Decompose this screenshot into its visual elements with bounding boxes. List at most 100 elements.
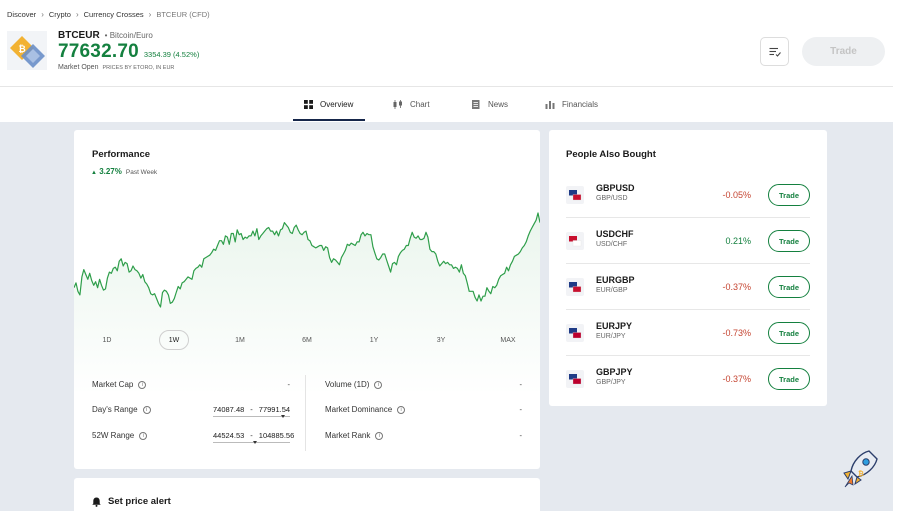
svg-text:₿: ₿ [858, 470, 864, 478]
list-item[interactable]: GBPUSD GBP/USD -0.05% Trade [566, 172, 810, 218]
trade-button[interactable]: Trade [768, 368, 810, 390]
info-icon[interactable]: i [138, 380, 147, 389]
uk-us-flag-icon [566, 186, 584, 204]
chevron-right-icon: › [148, 10, 152, 19]
days-range-value: 74087.48-77991.54 [213, 405, 291, 414]
tab-label: Financials [562, 99, 599, 109]
candlestick-icon [393, 99, 403, 109]
52w-range-label: 52W Range i [92, 431, 148, 440]
range-3y[interactable]: 3Y [436, 336, 446, 344]
watchlist-button[interactable] [760, 37, 789, 66]
market-cap-label: Market Cap i [92, 380, 147, 389]
breadcrumb-discover[interactable]: Discover [7, 10, 37, 19]
time-range-selector: 1D 1W 1M 6M 1Y 3Y MAX [74, 330, 540, 350]
info-icon[interactable]: i [139, 431, 148, 440]
market-dominance-label: Market Dominance i [325, 405, 406, 414]
days-range-bar [213, 416, 290, 417]
info-icon[interactable]: i [374, 380, 383, 389]
info-icon[interactable]: i [375, 431, 384, 440]
performance-title: Performance [92, 149, 151, 160]
watchlist-icon [769, 47, 781, 57]
price-provider: PRICES BY ETORO, IN EUR [102, 65, 175, 71]
instrument-change: -0.05% [722, 190, 751, 200]
instrument-symbol: EURJPY [596, 321, 633, 331]
svg-text:₿: ₿ [18, 44, 25, 55]
performance-change: ▲ 3.27% Past Week [91, 167, 157, 176]
breadcrumb-currency-crosses[interactable]: Currency Crosses [83, 10, 144, 19]
instrument-description: EUR/JPY [596, 333, 626, 340]
range-1w[interactable]: 1W [159, 330, 189, 350]
instrument-description: EUR/GBP [596, 287, 628, 294]
instrument-description: • Bitcoin/Euro [104, 31, 153, 40]
52w-range-bar [213, 442, 290, 443]
tab-financials[interactable]: Financials [545, 87, 598, 121]
52w-range-marker [252, 441, 257, 444]
tab-bar: Overview Chart News Financials [0, 86, 893, 122]
chevron-right-icon: › [41, 10, 44, 19]
tab-chart[interactable]: Chart [393, 87, 430, 121]
list-item[interactable]: GBPJPY GBP/JPY -0.37% Trade [566, 356, 810, 402]
trade-button[interactable]: Trade [768, 276, 810, 298]
instrument-price: 77632.70 [58, 41, 139, 62]
list-item[interactable]: EURGBP EUR/GBP -0.37% Trade [566, 264, 810, 310]
info-icon[interactable]: i [142, 405, 151, 414]
instrument-description: GBP/JPY [596, 379, 626, 386]
breadcrumb-crypto[interactable]: Crypto [48, 10, 71, 19]
range-1y[interactable]: 1Y [369, 336, 379, 344]
instrument-change: -0.73% [722, 328, 751, 338]
range-6m[interactable]: 6M [302, 336, 312, 344]
trade-button[interactable]: Trade [768, 184, 810, 206]
performance-line-chart[interactable] [74, 205, 540, 395]
tab-overview[interactable]: Overview [304, 87, 353, 121]
tab-label: News [488, 99, 509, 109]
instrument-header: Discover › Crypto › Currency Crosses › B… [0, 0, 893, 86]
eu-japan-flag-icon [566, 324, 584, 342]
range-max[interactable]: MAX [500, 336, 516, 344]
instrument-change: -0.37% [722, 374, 751, 384]
tab-news[interactable]: News [472, 87, 508, 121]
instrument-description: GBP/USD [596, 195, 628, 202]
instrument-symbol: USDCHF [596, 229, 634, 239]
bitcoin-euro-logo: ₿ [7, 31, 47, 70]
trade-button[interactable]: Trade [768, 230, 810, 252]
range-1m[interactable]: 1M [235, 336, 245, 344]
uk-japan-flag-icon [566, 370, 584, 388]
market-status: Market Open [58, 64, 99, 71]
rocket-icon[interactable]: ₿ [839, 449, 879, 491]
instrument-symbol: EURGBP [596, 275, 635, 285]
performance-change-value: ▲ 3.27% [91, 167, 122, 176]
trade-button[interactable]: Trade [768, 322, 810, 344]
info-icon[interactable]: i [397, 405, 406, 414]
grid-icon [304, 99, 313, 109]
instrument-change: 3354.39 (4.52%) [143, 50, 200, 59]
market-cap-value: - [287, 380, 291, 389]
us-swiss-flag-icon [566, 232, 584, 250]
days-range-label: Day's Range i [92, 405, 151, 414]
bar-chart-icon [545, 100, 555, 109]
52w-range-value: 44524.53-104885.56 [213, 431, 295, 440]
instrument-symbol: GBPJPY [596, 367, 633, 377]
instrument-symbol: BTCEUR [58, 30, 100, 41]
volume-value: - [519, 380, 523, 389]
set-price-alert[interactable]: Set price alert [92, 496, 171, 507]
performance-area-fill [74, 213, 540, 395]
market-rank-label: Market Rank i [325, 431, 384, 440]
market-rank-value: - [519, 431, 523, 440]
trade-button[interactable]: Trade [802, 37, 885, 66]
performance-card: Performance ▲ 3.27% Past Week 1D 1W 1M 6M 1Y… [74, 130, 540, 469]
list-item[interactable]: USDCHF USD/CHF 0.21% Trade [566, 218, 810, 264]
instrument-change: 0.21% [725, 236, 751, 246]
days-range-marker [280, 415, 285, 418]
performance-period: Past Week [125, 169, 158, 176]
breadcrumb: Discover › Crypto › Currency Crosses › B… [7, 10, 210, 19]
performance-line [74, 212, 540, 308]
list-item[interactable]: EURJPY EUR/JPY -0.73% Trade [566, 310, 810, 356]
instrument-description: USD/CHF [596, 241, 628, 248]
price-alert-card[interactable]: Set price alert [74, 478, 540, 511]
volume-label: Volume (1D) i [325, 380, 383, 389]
people-also-bought-card: People Also Bought GBPUSD GBP/USD -0.05% Tr… [549, 130, 827, 406]
bell-icon [92, 497, 101, 507]
market-dominance-value: - [519, 405, 523, 414]
range-1d[interactable]: 1D [102, 336, 112, 344]
instrument-change: -0.37% [722, 282, 751, 292]
